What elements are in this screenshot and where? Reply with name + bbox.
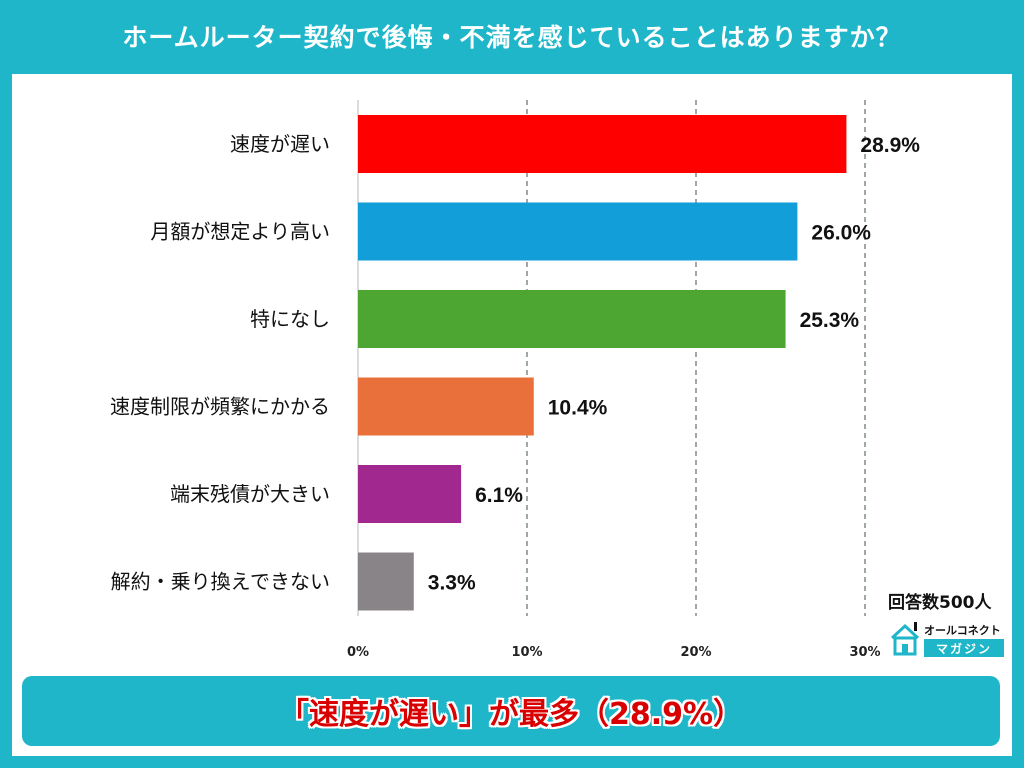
category-label: 特になし [250, 307, 330, 331]
bar [358, 290, 786, 348]
logo-bottom-text: マガジン [924, 639, 1004, 657]
bar-chart: 0% 10% 20% 30% 速度が遅い 28.9% 月額が想定より高い 26.0% 特になし 2… [110, 100, 920, 660]
category-label: 月額が想定より高い [150, 220, 330, 244]
category-label: 速度が遅い [230, 132, 330, 156]
bar [358, 115, 847, 173]
value-label: 28.9% [860, 134, 920, 157]
category-label: 端末残債が大きい [170, 482, 330, 506]
summary-text: 「速度が遅い」が最多（28.9%） [278, 697, 744, 732]
respondents-count: 回答数500人 [888, 593, 992, 613]
bar [358, 552, 414, 611]
value-label: 25.3% [800, 309, 860, 332]
category-label: 速度制限が頻繁にかかる [110, 395, 330, 419]
x-tick-label: 0% [347, 645, 369, 660]
chart-title: ホームルーター契約で後悔・不満を感じていることはありますか？ [122, 23, 902, 52]
value-label: 26.0% [811, 222, 871, 245]
value-label: 6.1% [475, 484, 523, 507]
value-label: 10.4% [548, 397, 608, 420]
house-icon [890, 622, 920, 656]
value-label: 3.3% [428, 572, 476, 595]
bar [358, 202, 798, 261]
category-label: 解約・乗り換えできない [111, 570, 330, 594]
chart-panel: 0% 10% 20% 30% 速度が遅い 28.9% 月額が想定より高い 26.0% 特になし 2… [12, 74, 1012, 756]
bar [358, 465, 462, 523]
bar [358, 377, 534, 436]
x-tick-label: 20% [680, 645, 711, 660]
x-tick-label: 10% [511, 645, 542, 660]
brand-logo: オールコネクト マガジン [890, 620, 1006, 660]
x-tick-label: 30% [849, 645, 880, 660]
logo-top-text: オールコネクト [924, 624, 1001, 637]
summary-banner: 「速度が遅い」が最多（28.9%） [22, 676, 1000, 746]
